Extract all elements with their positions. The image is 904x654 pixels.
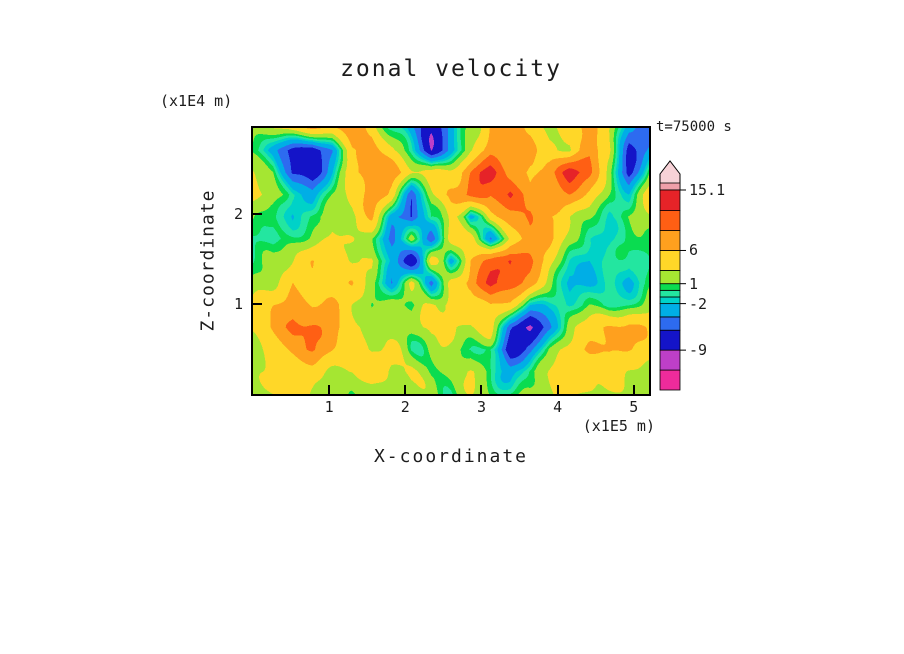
y-tick-mark <box>253 212 262 215</box>
chart-title: zonal velocity <box>340 56 562 82</box>
x-tick-label: 4 <box>553 398 563 416</box>
x-tick-mark <box>556 385 559 394</box>
plot-area <box>251 126 651 396</box>
y-axis-unit-label: (x1E4 m) <box>160 92 233 110</box>
colorbar-segment <box>659 283 681 291</box>
colorbar-segment <box>659 270 681 285</box>
colorbar-segment <box>659 250 681 271</box>
x-axis-unit-label: (x1E5 m) <box>582 417 655 435</box>
x-tick-mark <box>480 385 483 394</box>
colorbar-segment <box>659 303 681 318</box>
x-tick-label: 5 <box>629 398 639 416</box>
x-tick-mark <box>404 385 407 394</box>
colorbar-segment <box>659 289 681 298</box>
y-tick-mark <box>253 302 262 305</box>
x-axis-title: X-coordinate <box>373 446 529 467</box>
time-annotation: t=75000 s <box>656 119 732 135</box>
colorbar-label: -2 <box>689 294 708 313</box>
velocity-field-canvas <box>253 128 649 394</box>
colorbar-over-band <box>659 182 681 191</box>
x-tick-label: 1 <box>324 398 334 416</box>
y-axis-title: Z-coordinate <box>197 189 219 332</box>
colorbar-segment <box>659 329 681 351</box>
colorbar-label: -9 <box>689 341 708 360</box>
colorbar-label: 1 <box>689 274 699 293</box>
colorbar-segment <box>659 296 681 305</box>
x-tick-label: 2 <box>400 398 410 416</box>
y-tick-label: 1 <box>233 294 243 313</box>
y-tick-label: 2 <box>233 204 243 223</box>
colorbar-segment <box>659 210 681 231</box>
colorbar-label: 15.1 <box>689 181 726 199</box>
x-tick-label: 3 <box>476 398 486 416</box>
x-tick-mark <box>328 385 331 394</box>
colorbar-segment <box>659 230 681 251</box>
colorbar-segment <box>659 369 681 391</box>
colorbar-svg <box>659 160 686 391</box>
colorbar-segment <box>659 349 681 371</box>
colorbar-segment <box>659 189 681 212</box>
colorbar-segment <box>659 316 681 331</box>
x-tick-mark <box>632 385 635 394</box>
colorbar-label: 6 <box>689 241 699 260</box>
